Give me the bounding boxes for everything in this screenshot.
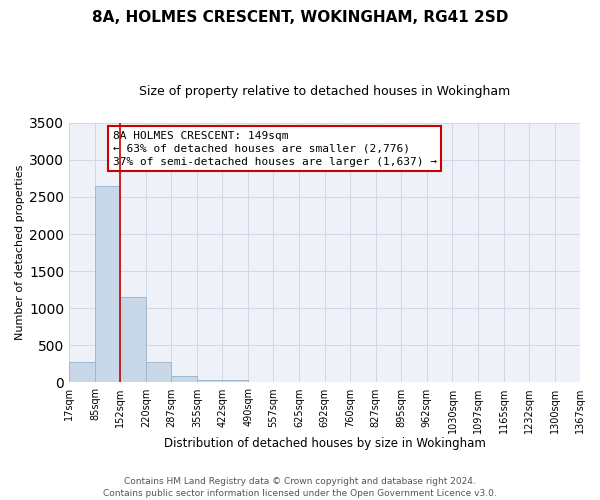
Text: 8A, HOLMES CRESCENT, WOKINGHAM, RG41 2SD: 8A, HOLMES CRESCENT, WOKINGHAM, RG41 2SD: [92, 10, 508, 25]
Text: 8A HOLMES CRESCENT: 149sqm
← 63% of detached houses are smaller (2,776)
37% of s: 8A HOLMES CRESCENT: 149sqm ← 63% of deta…: [113, 130, 437, 167]
Bar: [120, 297, 146, 382]
Bar: [223, 380, 248, 382]
Y-axis label: Number of detached properties: Number of detached properties: [15, 165, 25, 340]
Bar: [172, 376, 197, 382]
X-axis label: Distribution of detached houses by size in Wokingham: Distribution of detached houses by size …: [164, 437, 485, 450]
Bar: [95, 186, 120, 382]
Bar: [69, 362, 95, 382]
Bar: [146, 362, 172, 382]
Text: Contains HM Land Registry data © Crown copyright and database right 2024.
Contai: Contains HM Land Registry data © Crown c…: [103, 476, 497, 498]
Title: Size of property relative to detached houses in Wokingham: Size of property relative to detached ho…: [139, 85, 510, 98]
Bar: [197, 380, 223, 382]
